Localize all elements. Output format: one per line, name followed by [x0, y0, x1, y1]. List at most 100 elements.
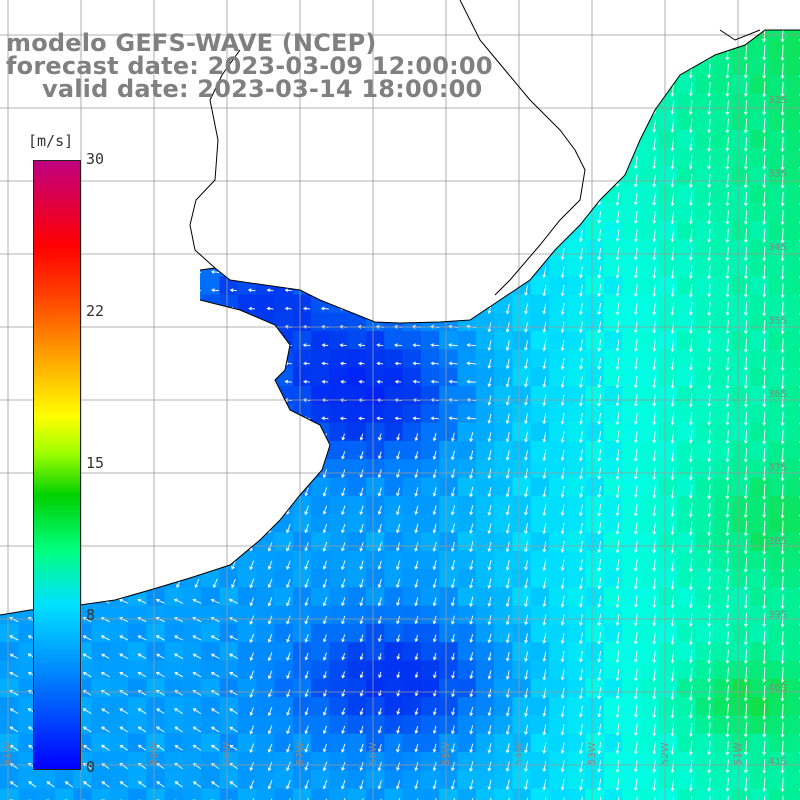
- wind-arrow: [356, 288, 366, 293]
- wind-cell: [109, 404, 129, 424]
- wind-arrow: [707, 302, 712, 317]
- wind-arrow: [743, 283, 748, 298]
- wind-cell: [183, 331, 202, 350]
- wind-arrow: [286, 652, 291, 662]
- wind-cell: [530, 203, 550, 222]
- wind-arrow: [524, 797, 529, 800]
- wind-cell: [201, 331, 221, 350]
- wind-cell: [366, 276, 385, 296]
- wind-cell: [292, 623, 312, 643]
- wind-cell: [164, 166, 184, 186]
- wind-arrow: [670, 137, 675, 152]
- wind-cell: [292, 422, 312, 442]
- wind-arrow: [652, 796, 657, 800]
- wind-arrow: [505, 743, 510, 754]
- wind-cell: [274, 550, 294, 570]
- wind-arrow: [173, 306, 184, 311]
- wind-cell: [567, 715, 587, 735]
- wind-cell: [274, 678, 294, 698]
- wind-arrow: [429, 251, 440, 256]
- wind-arrow: [411, 251, 422, 256]
- wind-arrow: [118, 178, 129, 183]
- wind-cell: [512, 477, 532, 497]
- wind-cell: [109, 129, 129, 149]
- wind-cell: [237, 678, 257, 698]
- wind-arrow: [780, 209, 785, 226]
- wind-arrow: [450, 615, 455, 625]
- wind-arrow: [248, 306, 255, 311]
- wind-arrow: [542, 486, 547, 498]
- wind-cell: [384, 514, 404, 533]
- wind-cell: [695, 733, 715, 753]
- wind-cell: [732, 276, 751, 296]
- wind-cell: [603, 331, 623, 350]
- wind-cell: [695, 166, 715, 186]
- wind-cell: [603, 697, 623, 716]
- wind-arrow: [414, 523, 419, 534]
- wind-arrow: [633, 723, 638, 737]
- wind-cell: [128, 569, 147, 588]
- wind-arrow: [118, 288, 129, 293]
- wind-cell: [640, 367, 660, 387]
- wind-arrow: [725, 448, 730, 463]
- wind-cell: [786, 93, 800, 113]
- wind-cell: [786, 605, 800, 625]
- wind-arrow: [359, 743, 364, 753]
- wind-arrow: [578, 431, 583, 444]
- wind-cell: [677, 203, 696, 222]
- wind-cell: [695, 422, 715, 442]
- wind-arrow: [321, 343, 329, 348]
- wind-arrow: [136, 379, 147, 384]
- wind-cell: [695, 660, 715, 680]
- wind-arrow: [725, 338, 730, 353]
- wind-arrow: [652, 64, 657, 79]
- wind-arrow: [560, 376, 565, 389]
- wind-cell: [274, 715, 294, 735]
- wind-cell: [109, 752, 129, 771]
- wind-cell: [366, 404, 385, 424]
- wind-arrow: [247, 288, 256, 293]
- wind-cell: [549, 349, 568, 369]
- wind-cell: [677, 38, 696, 58]
- wind-arrow: [469, 761, 474, 772]
- wind-cell: [420, 587, 440, 607]
- wind-cell: [384, 770, 404, 790]
- wind-arrow: [597, 229, 602, 243]
- wind-arrow: [341, 615, 346, 625]
- wind-cell: [329, 386, 349, 405]
- wind-arrow: [396, 451, 401, 460]
- wind-cell: [713, 660, 733, 680]
- wind-cell: [494, 74, 513, 94]
- wind-arrow: [707, 741, 712, 756]
- wind-arrow: [762, 429, 767, 445]
- wind-cell: [732, 386, 751, 405]
- wind-arrow: [155, 306, 165, 311]
- wind-arrow: [505, 431, 510, 443]
- wind-cell: [585, 221, 605, 241]
- wind-cell: [274, 203, 294, 222]
- wind-cell: [457, 276, 477, 296]
- wind-cell: [237, 532, 257, 552]
- wind-cell: [420, 386, 440, 405]
- wind-arrow: [320, 306, 329, 311]
- wind-arrow: [524, 596, 529, 608]
- wind-arrow: [82, 635, 92, 641]
- wind-arrow: [414, 761, 419, 772]
- wind-arrow: [323, 689, 327, 698]
- wind-cell: [91, 166, 111, 186]
- wind-arrow: [615, 485, 620, 499]
- wind-cell: [420, 660, 440, 680]
- wind-cell: [494, 770, 513, 790]
- wind-arrow: [192, 306, 201, 311]
- wind-arrow: [429, 233, 440, 238]
- wind-cell: [439, 678, 459, 698]
- wind-arrow: [743, 667, 748, 683]
- wind-arrow: [652, 284, 657, 298]
- wind-arrow: [210, 598, 220, 604]
- wind-cell: [530, 660, 550, 680]
- wind-cell: [0, 257, 19, 277]
- wind-cell: [475, 294, 495, 314]
- wind-cell: [219, 221, 239, 241]
- wind-cell: [439, 276, 459, 296]
- wind-cell: [402, 459, 422, 479]
